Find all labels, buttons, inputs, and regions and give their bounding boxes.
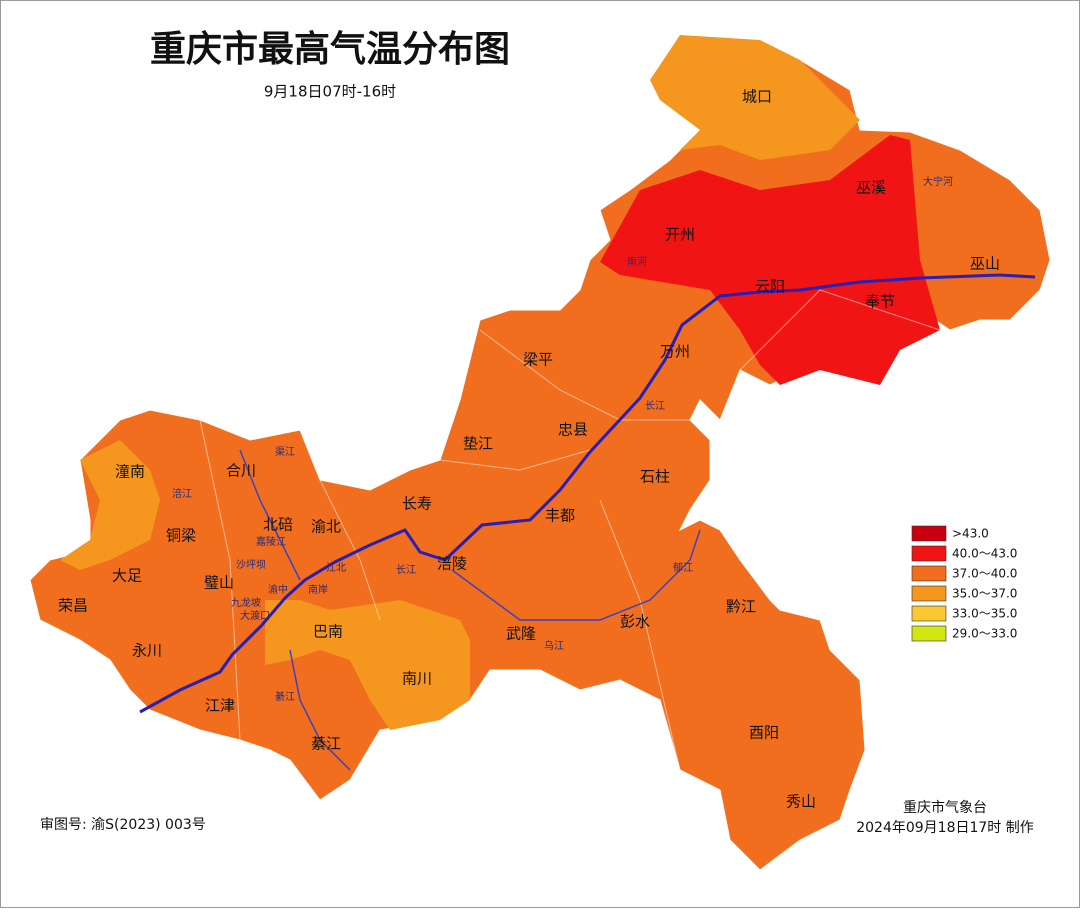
region-35-37 bbox=[265, 600, 470, 730]
district-label: 巫溪 bbox=[856, 179, 886, 197]
river-label: 郁江 bbox=[673, 561, 693, 574]
legend-swatch bbox=[911, 525, 947, 542]
legend-swatch bbox=[911, 565, 947, 582]
legend-label: 35.0～37.0 bbox=[952, 587, 1017, 601]
river-label: 涪江 bbox=[172, 487, 192, 500]
district-label: 奉节 bbox=[865, 293, 895, 311]
river-label: 长江 bbox=[645, 400, 665, 412]
district-label: 铜梁 bbox=[166, 527, 196, 545]
district-label: 永川 bbox=[132, 642, 162, 660]
river-label: 江北 bbox=[326, 562, 346, 574]
district-label: 巴南 bbox=[313, 623, 343, 641]
river-label: 渝中 bbox=[268, 583, 288, 596]
district-label: 渝北 bbox=[311, 518, 341, 536]
district-label: 云阳 bbox=[755, 278, 785, 296]
district-label: 南川 bbox=[402, 670, 432, 688]
river-label: 南河 bbox=[627, 255, 647, 268]
district-label: 垫江 bbox=[463, 435, 493, 453]
legend-swatch bbox=[911, 625, 947, 642]
legend-swatch bbox=[911, 545, 947, 562]
river-label: 大渡口 bbox=[240, 609, 270, 622]
district-label: 巫山 bbox=[970, 255, 1000, 273]
district-label: 长寿 bbox=[402, 495, 432, 513]
region-40-43 bbox=[600, 135, 940, 385]
district-label: 璧山 bbox=[204, 574, 234, 592]
district-label: 綦江 bbox=[311, 735, 341, 753]
district-label: 江津 bbox=[205, 697, 235, 715]
legend-label: 33.0～35.0 bbox=[952, 607, 1017, 621]
legend-swatch bbox=[911, 605, 947, 622]
district-label: 万州 bbox=[660, 343, 690, 361]
district-label: 潼南 bbox=[115, 463, 145, 481]
district-label: 梁平 bbox=[523, 351, 553, 369]
yangtze-river bbox=[139, 273, 1036, 714]
river-label: 九龙坡 bbox=[231, 596, 261, 609]
district-label: 合川 bbox=[226, 462, 256, 480]
district-label: 忠县 bbox=[558, 421, 588, 439]
made-time: 2024年09月18日17时 制作 bbox=[856, 820, 1034, 836]
river-label: 嘉陵江 bbox=[256, 535, 286, 548]
district-label: 黔江 bbox=[726, 598, 756, 616]
river-label: 大宁河 bbox=[923, 175, 953, 188]
legend-label: 29.0～33.0 bbox=[952, 627, 1017, 641]
legend-swatch bbox=[911, 585, 947, 602]
district-label: 丰都 bbox=[545, 507, 575, 525]
legend-label: >43.0 bbox=[952, 527, 989, 541]
region-35-37 bbox=[650, 35, 860, 160]
river-label: 南岸 bbox=[308, 583, 328, 596]
district-label: 开州 bbox=[665, 226, 695, 244]
river-label: 乌江 bbox=[544, 639, 564, 652]
region-35-37 bbox=[60, 440, 160, 570]
district-label: 城口 bbox=[742, 88, 772, 106]
district-label: 秀山 bbox=[786, 793, 816, 811]
legend-label: 37.0～40.0 bbox=[952, 567, 1017, 581]
title: 重庆市最高气温分布图 bbox=[150, 28, 510, 70]
district-label: 涪陵 bbox=[437, 555, 467, 573]
district-label: 酉阳 bbox=[749, 724, 779, 742]
legend-label: 40.0～43.0 bbox=[952, 547, 1017, 561]
river-label: 沙坪坝 bbox=[236, 558, 266, 571]
district-label: 彭水 bbox=[620, 613, 650, 631]
district-label: 石柱 bbox=[640, 468, 670, 486]
subtitle: 9月18日07时-16时 bbox=[264, 83, 396, 101]
district-borders bbox=[199, 289, 941, 771]
approval-number: 审图号: 渝S(2023) 003号 bbox=[40, 817, 206, 833]
district-label: 武隆 bbox=[506, 625, 536, 643]
river-label: 渠江 bbox=[275, 446, 295, 458]
river-label: 綦江 bbox=[275, 690, 295, 703]
wu-river bbox=[451, 529, 701, 621]
river-label: 长江 bbox=[396, 564, 416, 576]
district-label: 大足 bbox=[112, 567, 142, 585]
district-label: 荣昌 bbox=[58, 597, 88, 615]
jialing-river bbox=[239, 449, 301, 581]
district-label: 北碚 bbox=[263, 516, 293, 534]
qi-river bbox=[289, 649, 351, 771]
agency: 重庆市气象台 bbox=[903, 799, 987, 816]
